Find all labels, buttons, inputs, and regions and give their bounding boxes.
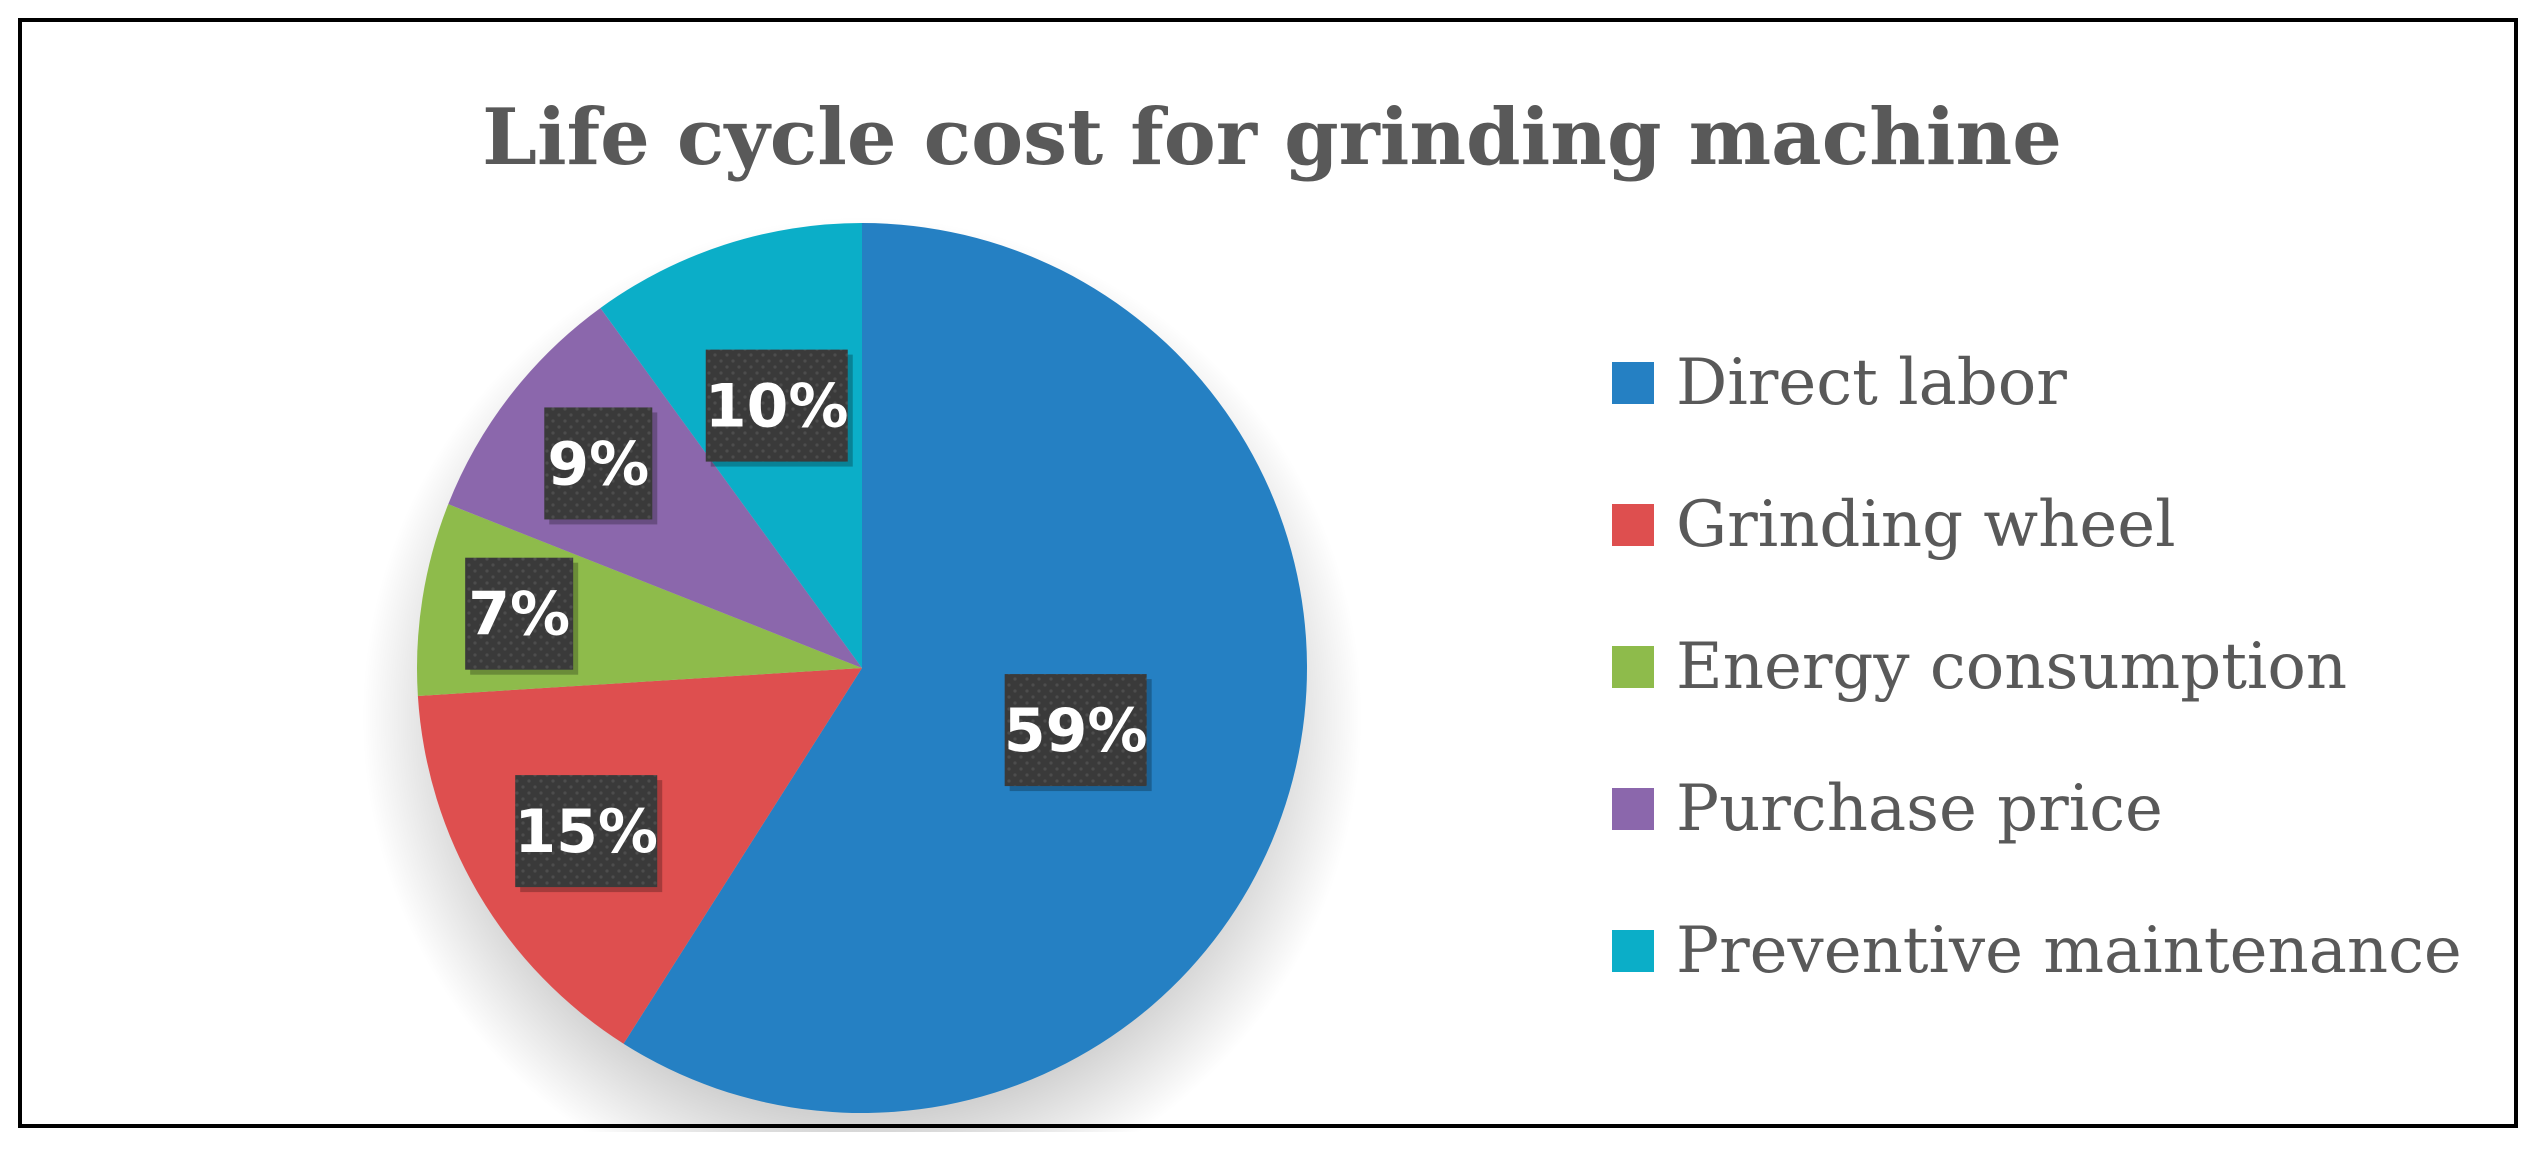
legend-swatch	[1612, 646, 1654, 688]
legend-item: Grinding wheel	[1612, 454, 2512, 596]
chart-title: Life cycle cost for grinding machine	[482, 92, 2062, 183]
chart-frame: Life cycle cost for grinding machine 59%…	[18, 18, 2518, 1132]
legend-swatch	[1612, 930, 1654, 972]
data-label-text: 9%	[547, 429, 649, 499]
legend: Direct labor Grinding wheel Energy consump…	[1612, 312, 2512, 1022]
data-label: 15%	[514, 775, 663, 893]
data-label-text: 15%	[514, 797, 658, 867]
data-label-box	[1004, 674, 1147, 787]
pie-slice-direct-labor	[623, 223, 1307, 1113]
pie-chart: 59% 15% 7% 9% 10%	[362, 217, 1362, 1132]
legend-label: Direct labor	[1676, 346, 2067, 420]
legend-label: Purchase price	[1676, 772, 2163, 846]
legend-label: Energy consumption	[1676, 630, 2348, 704]
data-label-text: 7%	[468, 580, 570, 650]
legend-item: Preventive maintenance	[1612, 880, 2512, 1022]
legend-item: Purchase price	[1612, 738, 2512, 880]
data-label-text: 10%	[705, 372, 849, 442]
data-label-box	[544, 407, 653, 520]
legend-item: Energy consumption	[1612, 596, 2512, 738]
data-label: 7%	[465, 557, 579, 675]
pie-slice-purchase-price	[448, 307, 862, 668]
data-label-box	[515, 775, 658, 888]
data-label: 10%	[705, 349, 853, 467]
data-label-text: 59%	[1004, 696, 1148, 766]
data-label-box	[465, 557, 574, 670]
data-label: 9%	[544, 407, 658, 525]
legend-item: Direct labor	[1612, 312, 2512, 454]
legend-swatch	[1612, 362, 1654, 404]
legend-label: Grinding wheel	[1676, 488, 2176, 562]
data-label: 59%	[1004, 674, 1152, 792]
legend-label: Preventive maintenance	[1676, 914, 2462, 988]
legend-swatch	[1612, 788, 1654, 830]
data-label-box	[705, 349, 848, 462]
legend-swatch	[1612, 504, 1654, 546]
